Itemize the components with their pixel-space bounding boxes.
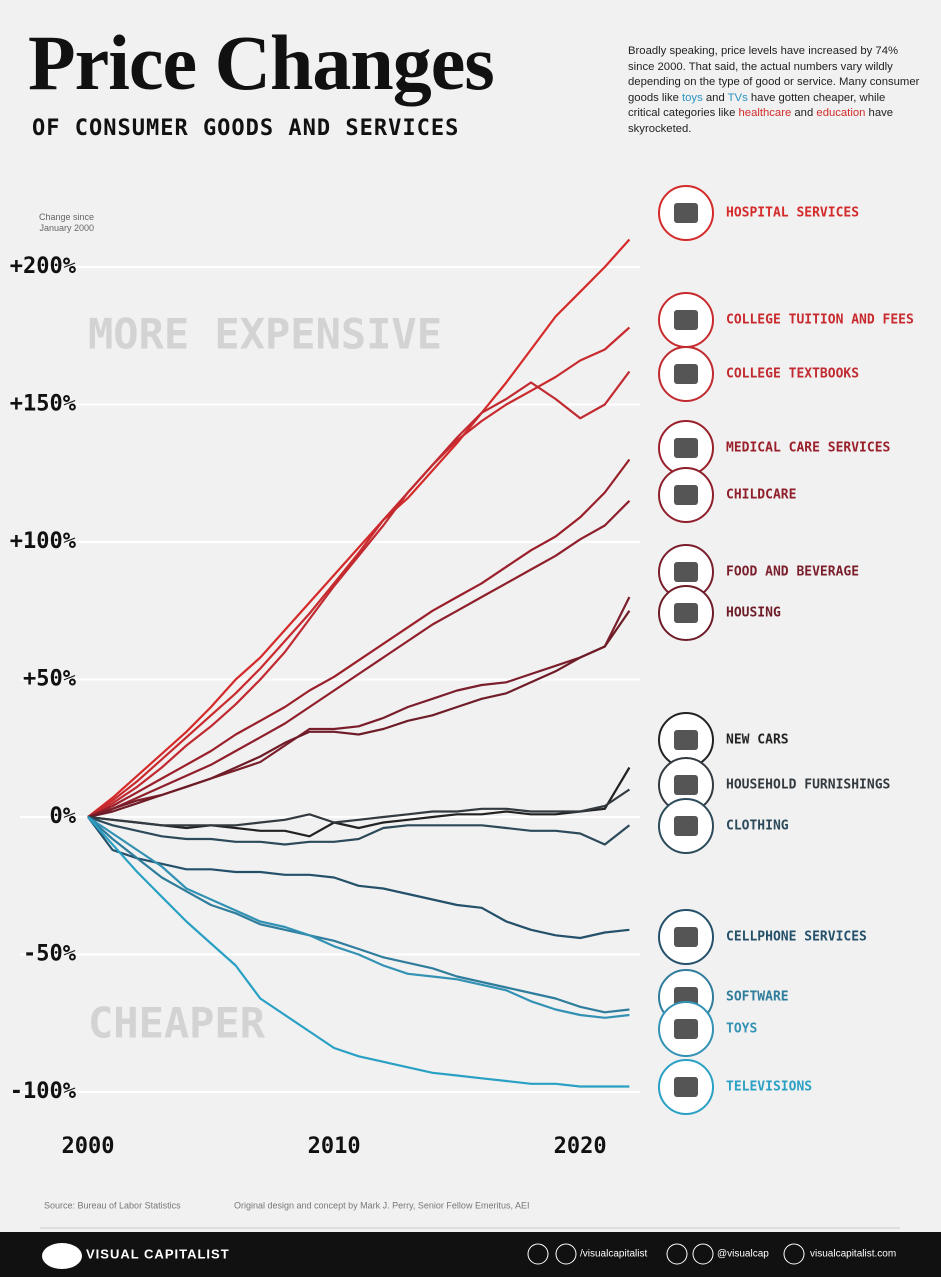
- legend-label: CLOTHING: [726, 819, 789, 834]
- y-tick-label: -100%: [10, 1079, 77, 1104]
- annotation: CHEAPER: [88, 999, 266, 1048]
- legend-icon-glyph: [674, 1077, 698, 1097]
- legend-icon-glyph: [674, 1019, 698, 1039]
- social[interactable]: /visualcapitalist: [580, 1249, 647, 1260]
- icon: [666, 1243, 688, 1265]
- legend-icon-glyph: [674, 730, 698, 750]
- series-line: [87, 500, 631, 819]
- legend-label: MEDICAL CARE SERVICES: [726, 441, 891, 456]
- series-line: [87, 458, 631, 819]
- icon: [783, 1243, 805, 1265]
- legend-label: SOFTWARE: [726, 990, 789, 1005]
- legend-icon-glyph: [674, 927, 698, 947]
- legend-label: HOUSEHOLD FURNISHINGS: [726, 778, 891, 793]
- desc-text: healthcare: [738, 107, 792, 119]
- desc-text: have gotten cheaper, while critical cate…: [628, 91, 886, 120]
- legend-label: CELLPHONE SERVICES: [726, 930, 867, 945]
- social[interactable]: @visualcap: [717, 1249, 769, 1260]
- site[interactable]: visualcapitalist.com: [810, 1249, 896, 1260]
- footer: VISUAL CAPITALIST /visualcapitalist @vis…: [0, 1232, 941, 1277]
- subtitle: OF CONSUMER GOODS AND SERVICES: [32, 116, 460, 141]
- legend-icon-glyph: [674, 816, 698, 836]
- credit: Original design and concept by Mark J. P…: [234, 1200, 529, 1210]
- legend-icon-glyph: [674, 310, 698, 330]
- series-line: [87, 816, 630, 1019]
- y-tick-label: +200%: [10, 254, 77, 279]
- icon: [692, 1243, 714, 1265]
- desc-text: education: [816, 107, 866, 119]
- legend-icon-glyph: [674, 562, 698, 582]
- y-label-box: Change since January 2000: [38, 212, 94, 233]
- source: Source: Bureau of Labor Statistics: [44, 1200, 181, 1210]
- brand: VISUAL CAPITALIST: [86, 1246, 230, 1261]
- desc-text: TVs: [727, 91, 748, 104]
- legend-label: HOUSING: [726, 606, 781, 621]
- desc-text: toys: [682, 91, 703, 104]
- legend-label: TELEVISIONS: [726, 1080, 812, 1095]
- series-line: [87, 816, 630, 1088]
- icon: [555, 1243, 577, 1265]
- y-tick-label: -50%: [23, 942, 77, 967]
- icon: [527, 1243, 549, 1265]
- logo: [42, 1243, 82, 1269]
- legend-icon-glyph: [674, 775, 698, 795]
- desc-text: have skyrocketed.: [628, 107, 894, 135]
- series-line: [87, 370, 631, 818]
- series-line: [87, 788, 631, 827]
- legend-label: FOOD AND BEVERAGE: [726, 565, 859, 580]
- series-line: [87, 766, 631, 838]
- y-tick-label: 0%: [50, 804, 77, 829]
- series-line: [87, 610, 631, 819]
- legend-label: HOSPITAL SERVICES: [726, 206, 859, 221]
- y-label: Change since January 2000: [38, 212, 94, 233]
- legend-icon-glyph: [674, 603, 698, 623]
- desc-text: and: [791, 107, 817, 119]
- footer-art: VISUAL CAPITALIST /visualcapitalist @vis…: [42, 1243, 896, 1269]
- chart: Change since January 2000 MORE EXPENSIVE…: [10, 185, 914, 1229]
- legend-icon-glyph: [674, 364, 698, 384]
- legend-icon-glyph: [674, 485, 698, 505]
- series-line: [87, 238, 631, 818]
- y-tick-label: +100%: [10, 529, 77, 554]
- y-tick-label: +150%: [10, 392, 77, 417]
- series-line: [87, 326, 631, 818]
- legend-icon-glyph: [674, 438, 698, 458]
- series-line: [87, 816, 630, 1014]
- desc-text: Broadly speaking, price levels have incr…: [628, 45, 920, 104]
- title: Price Changes: [28, 19, 495, 106]
- legend-label: COLLEGE TUITION AND FEES: [726, 313, 914, 328]
- legend-label: CHILDCARE: [726, 488, 796, 503]
- x-tick-label: 2000: [62, 1134, 115, 1159]
- series-line: [87, 815, 631, 846]
- description: Broadly speaking, price levels have incr…: [628, 44, 920, 137]
- legend-label: TOYS: [726, 1022, 757, 1037]
- legend-label: COLLEGE TEXTBOOKS: [726, 367, 859, 382]
- desc-text: and: [702, 91, 728, 104]
- x-tick-label: 2020: [554, 1134, 607, 1159]
- legend-icon-glyph: [674, 203, 698, 223]
- annotation: MORE EXPENSIVE: [88, 310, 442, 359]
- y-tick-label: +50%: [23, 667, 77, 692]
- legend-label: NEW CARS: [726, 733, 789, 748]
- x-tick-label: 2010: [308, 1134, 361, 1159]
- series-line: [87, 816, 630, 940]
